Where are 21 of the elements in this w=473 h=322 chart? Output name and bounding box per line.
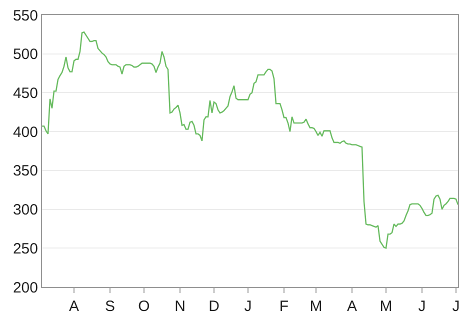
x-tick-label: F [279,298,289,315]
x-tick-label: M [310,298,322,315]
x-tick-label: J [244,298,252,315]
y-tick-label: 250 [12,240,38,258]
y-tick-label: 400 [12,124,38,141]
x-tick-label: A [68,298,80,315]
line-series [42,31,458,249]
x-tick-label: S [104,298,116,315]
x-tick-label: N [174,298,186,315]
x-tick-label: D [208,298,220,315]
y-tick-label: 500 [12,46,38,64]
y-tick-label: 550 [12,7,38,24]
x-tick-label: M [380,298,392,315]
x-tick-label: O [138,298,150,315]
y-tick-label: 450 [12,84,38,102]
y-tick-label: 350 [12,162,38,180]
y-tick-label: 200 [12,279,38,296]
x-tick-label: J [452,298,460,315]
x-tick-label: A [346,298,358,315]
x-tick-label: J [418,298,426,315]
y-tick-label: 300 [12,202,38,219]
